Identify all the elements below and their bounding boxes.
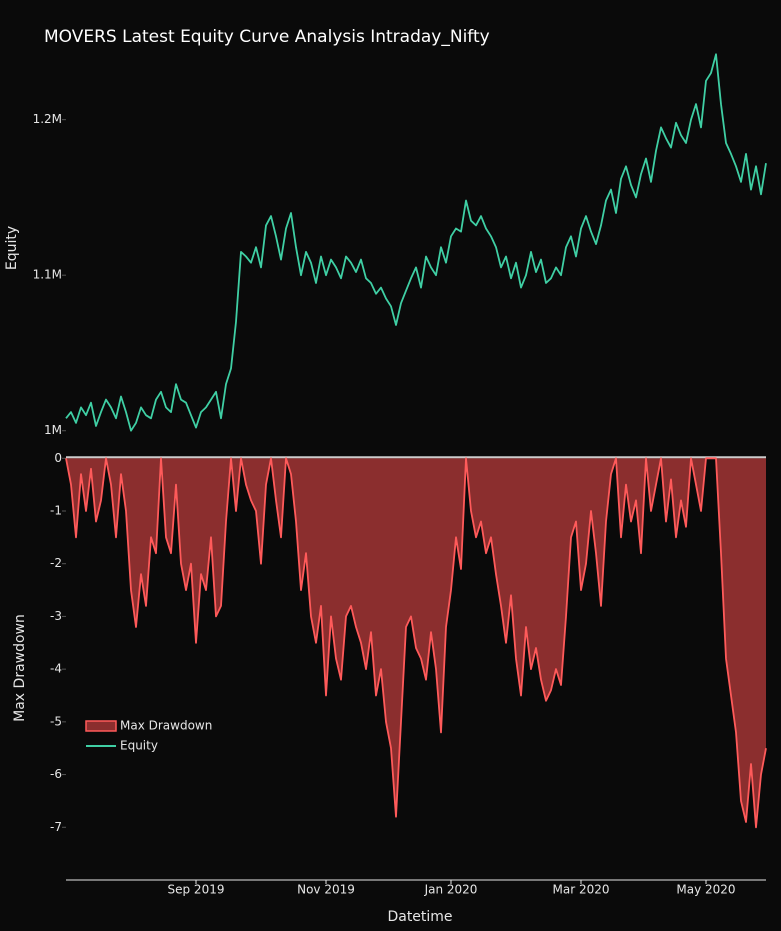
legend-label: Equity — [120, 739, 158, 753]
drawdown-line — [65, 457, 767, 829]
x-axis-title: Datetime — [387, 909, 452, 925]
y2-tick-label: 1.2M — [33, 112, 62, 126]
chart-title: MOVERS Latest Equity Curve Analysis Intr… — [44, 27, 490, 47]
y-tick-label: 0 — [54, 451, 62, 465]
x-tick-label: Mar 2020 — [553, 883, 610, 897]
y-tick-label: -1 — [50, 503, 62, 517]
x-tick-label: Nov 2019 — [297, 883, 355, 897]
y-tick-label: -3 — [50, 609, 62, 623]
y-tick-label: -5 — [50, 714, 62, 728]
y-axis-title: Max Drawdown — [12, 614, 28, 722]
legend-label: Max Drawdown — [120, 719, 212, 733]
x-tick-label: Sep 2019 — [168, 883, 225, 897]
legend-swatch — [85, 720, 117, 732]
x-tick-label: Jan 2020 — [424, 883, 478, 897]
equity-line — [65, 53, 767, 432]
y-tick-label: -6 — [50, 767, 62, 781]
y2-tick-label: 1.1M — [33, 268, 62, 282]
y2-axis-title: Equity — [4, 226, 20, 270]
y2-tick-label: 1M — [44, 423, 62, 437]
y-tick-label: -4 — [50, 662, 62, 676]
y-tick-label: -2 — [50, 556, 62, 570]
y-tick-label: -7 — [50, 820, 62, 834]
x-tick-label: May 2020 — [676, 883, 735, 897]
